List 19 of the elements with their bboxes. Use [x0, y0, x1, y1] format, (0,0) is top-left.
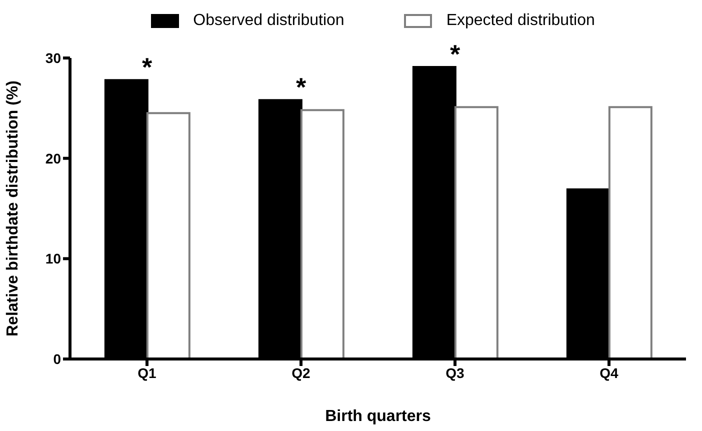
annotation: *	[296, 72, 307, 102]
bar	[300, 109, 344, 359]
x-tick-label: Q1	[138, 364, 157, 381]
y-axis-title: Relative birthdate distribution (%)	[4, 80, 22, 337]
x-tick-label: Q4	[600, 364, 619, 381]
annotation: *	[450, 39, 461, 70]
y-tick-label: 0	[53, 350, 62, 367]
bar	[608, 106, 652, 359]
bar	[146, 112, 190, 359]
x-tick-label: Q3	[446, 364, 465, 381]
y-tick-label: 10	[45, 250, 62, 267]
bar	[454, 106, 498, 359]
y-tick-label: 30	[45, 50, 62, 66]
y-tick-label: 20	[45, 150, 62, 166]
x-axis-title: Birth quarters	[325, 408, 431, 425]
legend-label: Expected distribution	[446, 12, 595, 30]
legend-label: Observed distribution	[193, 12, 344, 30]
x-tick-label: Q2	[292, 364, 311, 381]
annotation: *	[142, 52, 153, 82]
